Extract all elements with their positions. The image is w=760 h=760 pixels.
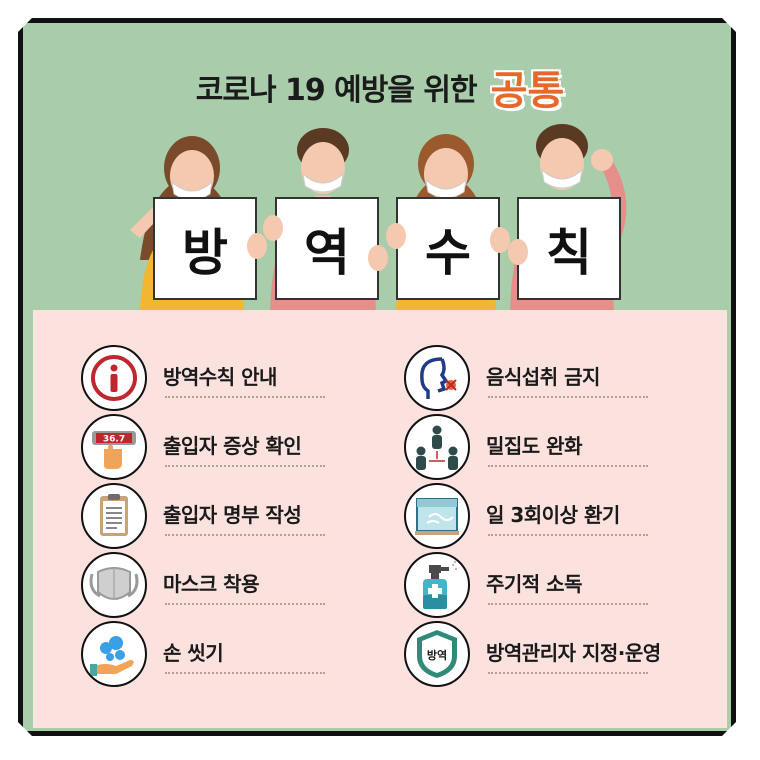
handwash-icon: [81, 621, 147, 687]
distancing-icon: [404, 414, 470, 480]
list-item: 손 씻기: [81, 621, 391, 687]
no-eating-icon: [404, 345, 470, 411]
sign-letter: 수: [425, 223, 471, 282]
dotted-divider: [488, 534, 648, 536]
title-accent: 공통: [490, 68, 565, 114]
window-icon: [404, 483, 470, 549]
list-item: 출입자 명부 작성: [81, 483, 391, 549]
dotted-divider: [488, 465, 648, 467]
hands-overlay: [247, 215, 528, 271]
info-icon: [81, 345, 147, 411]
list-item: 36.7 출입자 증상 확인: [81, 414, 391, 480]
dotted-divider: [165, 534, 325, 536]
sign-card: 수: [396, 197, 500, 300]
list-item: 주기적 소독: [404, 552, 714, 618]
sign-letter: 칙: [546, 223, 592, 282]
rules-panel: [33, 310, 727, 728]
sign-letter: 역: [304, 223, 350, 282]
dotted-divider: [165, 396, 325, 398]
item-label: 손 씻기: [163, 641, 224, 665]
item-label: 출입자 증상 확인: [163, 434, 302, 458]
list-item: 마스크 착용: [81, 552, 391, 618]
spray-icon: [404, 552, 470, 618]
dotted-divider: [488, 672, 648, 674]
title-main: 코로나 19 예방을 위한: [195, 73, 478, 108]
dotted-divider: [488, 396, 648, 398]
dotted-divider: [165, 672, 325, 674]
item-label: 주기적 소독: [486, 572, 582, 596]
item-label: 방역관리자 지정·운영: [486, 641, 661, 665]
page-title: 코로나 19 예방을 위한 공통: [0, 58, 760, 116]
thermometer-icon: 36.7: [81, 414, 147, 480]
item-label: 방역수칙 안내: [163, 365, 277, 389]
dotted-divider: [488, 603, 648, 605]
sign-card: 칙: [517, 197, 621, 300]
shield-icon: 방역: [404, 621, 470, 687]
list-item: 밀집도 완화: [404, 414, 714, 480]
thermo-reading: 36.7: [103, 435, 125, 445]
shield-label: 방역: [427, 648, 447, 662]
list-item: 일 3회이상 환기: [404, 483, 714, 549]
item-label: 일 3회이상 환기: [486, 503, 620, 527]
clipboard-icon: [81, 483, 147, 549]
item-label: 출입자 명부 작성: [163, 503, 302, 527]
list-item: 음식섭취 금지: [404, 345, 714, 411]
item-label: 밀집도 완화: [486, 434, 582, 458]
mask-icon: [81, 552, 147, 618]
list-item: 방역수칙 안내: [81, 345, 391, 411]
dotted-divider: [165, 465, 325, 467]
item-label: 음식섭취 금지: [486, 365, 600, 389]
sign-card: 역: [275, 197, 379, 300]
list-item: 방역 방역관리자 지정·운영: [404, 621, 714, 687]
dotted-divider: [165, 603, 325, 605]
item-label: 마스크 착용: [163, 572, 259, 596]
sign-letter: 방: [182, 223, 228, 282]
